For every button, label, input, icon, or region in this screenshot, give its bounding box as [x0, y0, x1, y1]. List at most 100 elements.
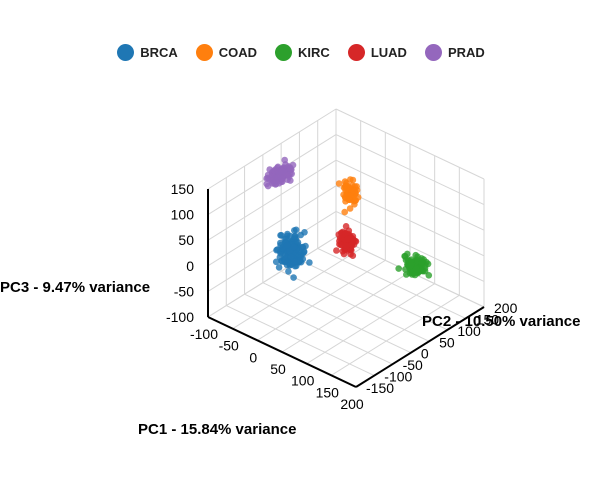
data-point-prad — [266, 166, 274, 173]
grid-line — [207, 185, 337, 267]
legend-swatch — [117, 43, 135, 61]
data-point-coad — [335, 180, 343, 187]
grid-line — [207, 236, 337, 318]
grid-line — [331, 294, 460, 376]
data-point-kirc — [412, 265, 420, 273]
data-point-kirc — [402, 266, 409, 273]
x-tick-label: 200 — [340, 396, 364, 412]
legend-item-coad[interactable]: COAD — [195, 43, 258, 61]
data-point-brca — [301, 229, 308, 236]
data-point-coad — [350, 187, 358, 195]
z-tick-label: 50 — [178, 232, 194, 248]
legend-swatch — [195, 43, 213, 61]
grid-line — [207, 159, 337, 241]
grid-line — [281, 271, 411, 353]
y-tick-label: -150 — [366, 380, 394, 396]
data-point-luad — [348, 241, 356, 249]
data-point-coad — [345, 196, 353, 203]
data-point-coad — [341, 208, 349, 216]
data-point-brca — [291, 258, 299, 265]
data-point-brca — [290, 274, 297, 281]
data-point-brca — [284, 232, 291, 240]
data-point-luad — [337, 241, 345, 249]
x-tick-label: -100 — [190, 326, 218, 342]
z-tick-label: -100 — [166, 309, 194, 325]
data-point-brca — [277, 232, 284, 239]
grid-line — [317, 247, 466, 319]
data-point-brca — [306, 259, 313, 266]
z-tick-label: 0 — [186, 258, 194, 274]
legend-label: PRAD — [447, 44, 485, 60]
x-tick-label: 50 — [270, 361, 286, 377]
grid-line — [232, 248, 361, 330]
grid-line — [306, 283, 435, 365]
x-axis-title: PC1 - 15.84% variance — [138, 421, 296, 438]
data-point-prad — [286, 164, 294, 171]
y-tick-label: 50 — [439, 334, 455, 350]
x-tick-label: -50 — [219, 338, 239, 354]
data-point-prad — [270, 179, 278, 187]
legend-label: BRCA — [140, 44, 178, 60]
data-point-coad — [347, 176, 354, 183]
legend-label: COAD — [218, 44, 258, 60]
axes-lines — [207, 189, 485, 388]
y-tick-label: 200 — [494, 300, 518, 316]
data-point-brca — [275, 264, 283, 271]
legend-label: LUAD — [370, 44, 407, 60]
data-point-brca — [292, 226, 300, 234]
grid-line — [207, 108, 337, 190]
data-point-brca — [285, 268, 292, 275]
legend-item-prad[interactable]: PRAD — [424, 43, 485, 61]
legend-item-brca[interactable]: BRCA — [117, 43, 178, 61]
tick-labels: -100-50050100150200-150-100-500501001502… — [166, 181, 518, 412]
legend-swatch — [347, 43, 365, 61]
data-point-kirc — [408, 256, 415, 264]
data-point-brca — [287, 253, 295, 261]
data-point-coad — [341, 178, 349, 185]
legend-swatch — [275, 43, 293, 61]
data-point-brca — [283, 242, 291, 249]
z-tick-label: 100 — [171, 207, 195, 223]
grid-line — [335, 108, 485, 180]
x-tick-label: 0 — [249, 349, 257, 365]
data-point-brca — [281, 252, 288, 260]
grid-line — [244, 293, 393, 365]
data-point-coad — [352, 197, 360, 204]
grid-line — [280, 270, 430, 342]
grid-line — [207, 210, 337, 292]
y-axis-title: PC2 - 10.50% variance — [422, 313, 580, 330]
data-points — [263, 156, 433, 281]
data-point-kirc — [411, 271, 419, 279]
grid-line — [335, 159, 485, 231]
data-point-kirc — [403, 271, 410, 278]
y-tick-label: 150 — [476, 311, 500, 327]
data-point-kirc — [401, 252, 408, 260]
grid-line — [262, 282, 412, 354]
data-point-brca — [292, 235, 299, 242]
z-tick-label: -50 — [174, 283, 194, 299]
data-point-brca — [290, 243, 298, 251]
y-tick-label: 0 — [421, 346, 429, 362]
legend-item-kirc[interactable]: KIRC — [275, 43, 330, 61]
data-point-kirc — [418, 259, 426, 266]
y-tick-label: -50 — [403, 357, 423, 373]
data-point-luad — [333, 247, 340, 254]
x-tick-label: 150 — [316, 384, 340, 400]
data-point-prad — [274, 173, 281, 181]
chart-legend: BRCA COAD KIRC LUAD PRAD — [0, 40, 602, 64]
data-point-prad — [284, 171, 292, 179]
grid-line — [257, 259, 386, 341]
legend-item-luad[interactable]: LUAD — [347, 43, 407, 61]
data-point-coad — [342, 186, 349, 194]
data-point-brca — [279, 245, 286, 252]
y-axis-line — [355, 306, 485, 388]
data-point-prad — [278, 167, 286, 175]
data-point-coad — [346, 205, 354, 212]
data-point-brca — [286, 247, 294, 255]
grid-line — [335, 210, 485, 282]
z-axis-title: PC3 - 9.47% variance — [0, 279, 150, 296]
y-tick-label: 100 — [457, 323, 481, 339]
data-point-luad — [340, 250, 348, 258]
data-point-kirc — [395, 265, 403, 272]
